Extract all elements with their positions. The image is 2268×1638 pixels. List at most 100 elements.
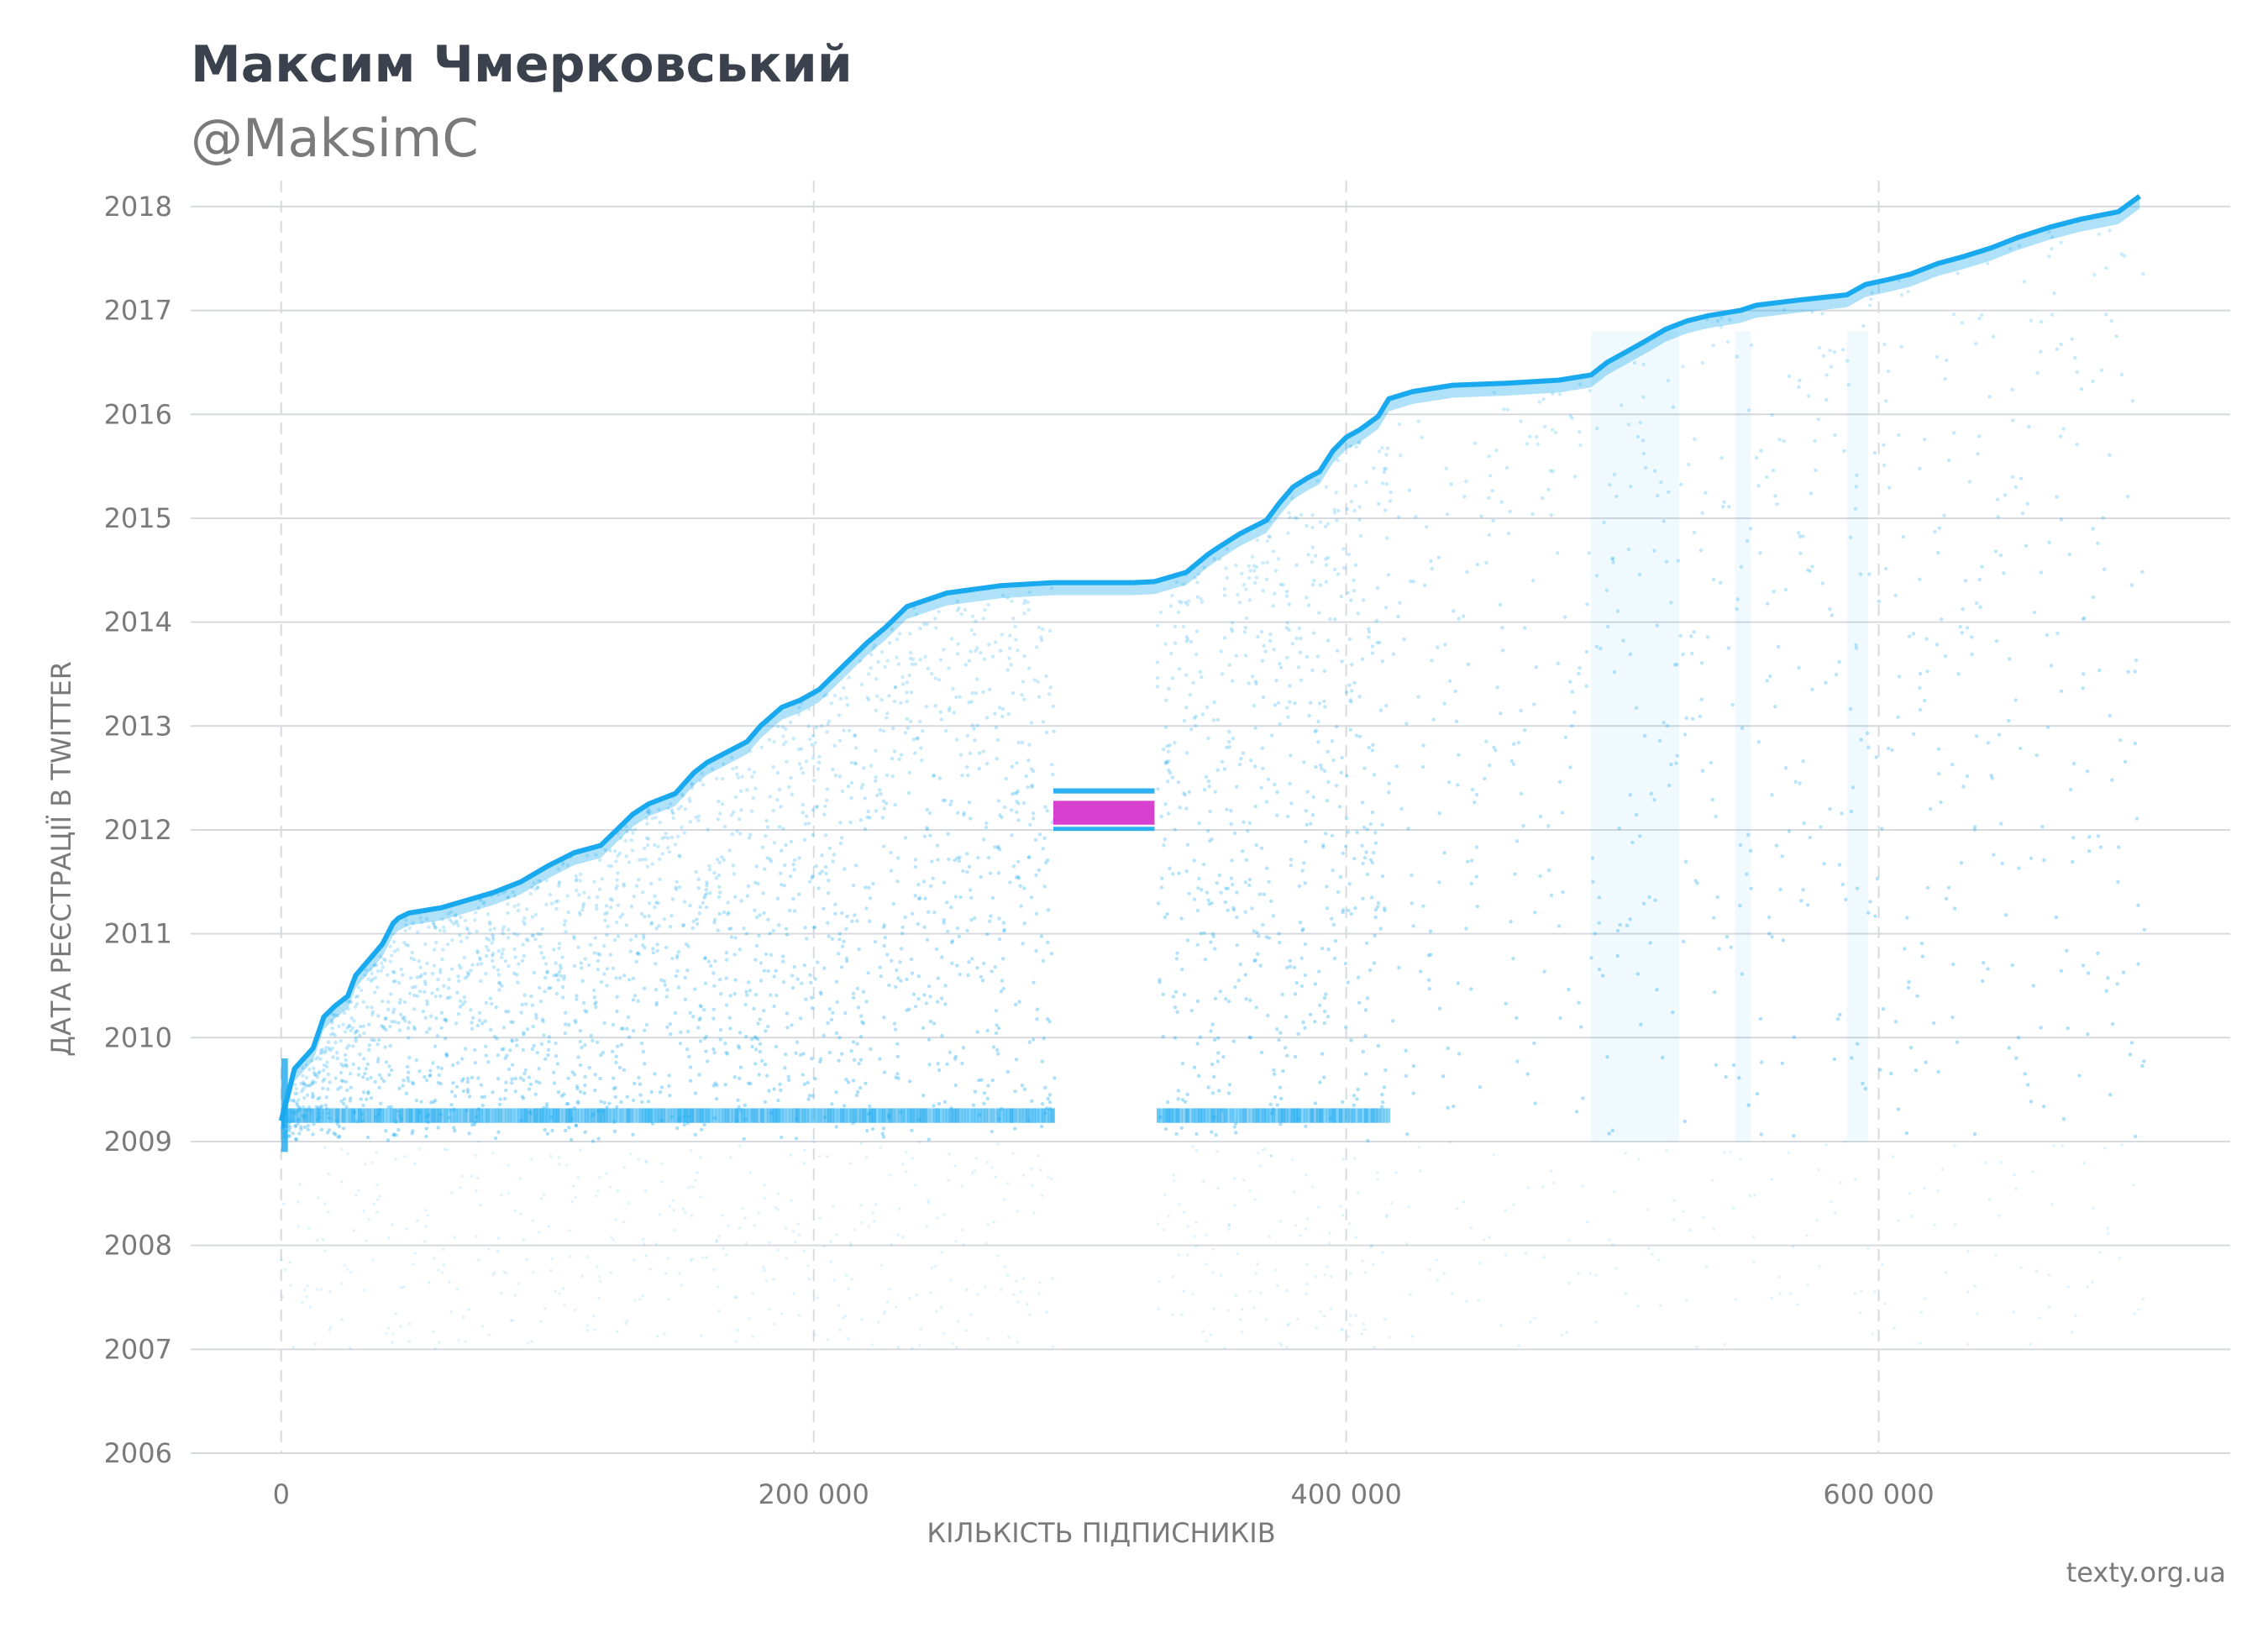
follower-point (1243, 910, 1247, 914)
follower-point (608, 1185, 612, 1189)
follower-point (346, 1152, 349, 1156)
follower-point (767, 1241, 771, 1245)
follower-point (1824, 680, 1828, 685)
follower-point (1414, 515, 1418, 519)
follower-point (1768, 674, 1772, 679)
follower-point (1698, 549, 1704, 553)
follower-point (1330, 738, 1335, 743)
follower-point (595, 907, 599, 911)
follower-point (2007, 718, 2011, 723)
follower-point (965, 928, 969, 932)
follower-point (362, 1210, 365, 1213)
follower-point (970, 690, 974, 696)
follower-point (1756, 739, 1761, 744)
follower-point (829, 701, 833, 706)
follower-point (464, 1340, 468, 1344)
follower-point (364, 1067, 369, 1071)
follower-point (496, 1236, 501, 1240)
follower-point (1230, 858, 1234, 863)
follower-point (625, 1319, 629, 1323)
follower-point (631, 998, 636, 1002)
follower-point (1914, 1068, 1919, 1073)
follower-point (996, 1254, 1000, 1257)
follower-point (1717, 947, 1721, 951)
follower-point (407, 1340, 412, 1343)
follower-point (1722, 500, 1726, 504)
follower-point (508, 1048, 512, 1053)
follower-point (1265, 538, 1270, 543)
follower-point (1692, 530, 1697, 535)
follower-point (733, 895, 738, 899)
follower-point (930, 1266, 934, 1270)
follower-point (534, 1012, 538, 1017)
follower-point (957, 606, 961, 611)
follower-point (1265, 1013, 1270, 1018)
follower-point (348, 1000, 352, 1004)
follower-point (1201, 1179, 1205, 1184)
follower-point (541, 1019, 545, 1024)
follower-point (539, 1196, 543, 1200)
follower-point (842, 728, 846, 732)
follower-point (932, 1021, 937, 1026)
follower-point (1317, 1003, 1322, 1007)
follower-point (404, 1091, 409, 1095)
follower-point (895, 976, 900, 980)
follower-point (557, 1156, 561, 1159)
follower-point (1264, 866, 1269, 870)
follower-point (1442, 851, 1446, 855)
follower-point (832, 1278, 837, 1282)
follower-point (540, 1017, 545, 1021)
follower-point (397, 1086, 402, 1090)
follower-point (807, 706, 811, 711)
follower-point (1362, 1327, 1367, 1331)
follower-point (880, 816, 885, 820)
follower-point (444, 1052, 449, 1056)
follower-point (1385, 1214, 1389, 1217)
follower-point (606, 924, 610, 929)
follower-point (349, 1270, 353, 1274)
follower-point (1367, 629, 1372, 634)
follower-point (834, 979, 839, 984)
follower-point (1751, 1235, 1756, 1239)
follower-point (1570, 416, 1574, 420)
follower-point (853, 733, 857, 738)
follower-point (1942, 513, 1946, 517)
follower-point (936, 1062, 940, 1066)
follower-point (373, 990, 377, 995)
follower-point (801, 802, 805, 807)
follower-point (438, 970, 443, 974)
follower-point (853, 1228, 857, 1231)
follower-point (750, 774, 754, 779)
follower-point (1349, 1271, 1352, 1275)
follower-point (1923, 1186, 1926, 1190)
follower-point (873, 643, 877, 648)
follower-point (1630, 840, 1635, 845)
follower-point (331, 1032, 335, 1036)
follower-point (578, 1063, 583, 1068)
follower-point (1693, 879, 1698, 883)
follower-point (757, 1210, 761, 1215)
follower-point (814, 864, 818, 869)
follower-point (662, 917, 666, 921)
band-segment (651, 1108, 656, 1123)
follower-point (1231, 1039, 1236, 1043)
follower-point (555, 1062, 560, 1066)
follower-point (2059, 517, 2064, 522)
follower-point (772, 740, 776, 744)
follower-point (1285, 1053, 1289, 1058)
follower-point (359, 1097, 364, 1101)
follower-point (1470, 787, 1475, 792)
follower-point (937, 1068, 942, 1073)
follower-point (1367, 627, 1371, 631)
follower-point (1275, 1027, 1279, 1032)
follower-point (722, 824, 727, 829)
follower-point (1000, 979, 1005, 983)
follower-point (1371, 1263, 1375, 1267)
follower-point (2066, 1284, 2070, 1289)
follower-point (1859, 738, 1863, 742)
follower-point (1965, 774, 1970, 779)
follower-point (717, 890, 722, 895)
follower-point (1863, 1086, 1868, 1091)
follower-point (714, 776, 719, 781)
follower-point (2058, 434, 2063, 438)
